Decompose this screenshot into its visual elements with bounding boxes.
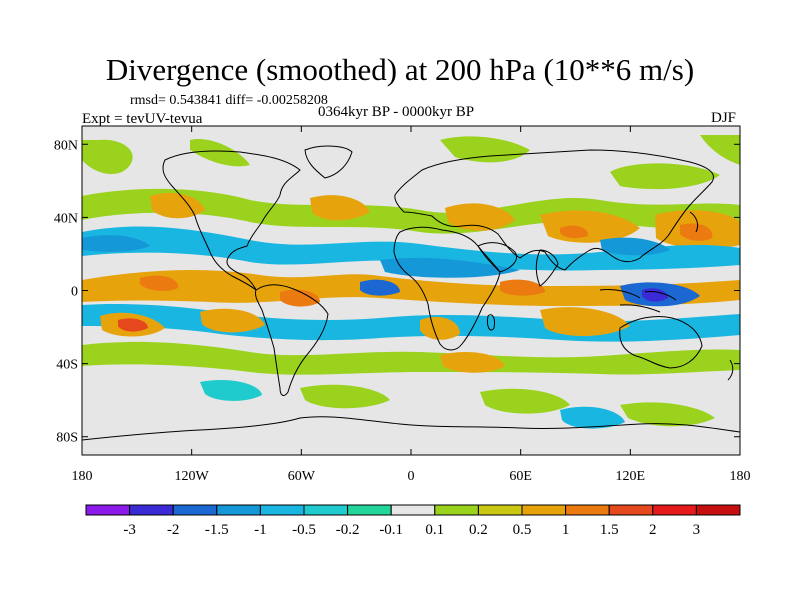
field-arctic-green-3 (440, 136, 530, 163)
coast-eurasia (394, 149, 714, 271)
coast-greenland (304, 145, 353, 179)
field-arctic-green-2 (190, 139, 250, 167)
field-equator-red-3 (140, 275, 179, 291)
field-nh-green-band (82, 188, 740, 234)
field-sh-orange-3 (540, 307, 630, 336)
coast-japan (689, 211, 699, 233)
coast-new-zealand (727, 359, 734, 381)
colorbar-label: -3 (123, 522, 136, 538)
lon-tick-label: 60W (288, 469, 316, 484)
coast-madagascar (487, 314, 495, 331)
colorbar-swatch (652, 504, 697, 516)
coast-india (535, 249, 559, 287)
lat-tick-label: 40N (54, 211, 78, 226)
field-equator-blue-1 (360, 279, 400, 296)
colorbar-label: -0.2 (336, 522, 360, 538)
field-nh-red-2 (560, 225, 589, 239)
colorbar-label: 1.5 (600, 522, 619, 538)
field-nh-orange-1 (150, 192, 205, 219)
colorbar-swatch (172, 504, 218, 516)
axis-ticks: 80N 40N 0 40S 80S 180 120W 60W 0 60E 120E 180 (54, 126, 751, 484)
page-title: Divergence (smoothed) at 200 hPa (10**6 … (105, 52, 695, 87)
colorbar-swatch (695, 504, 741, 516)
colorbar-swatch (216, 504, 261, 516)
field-so-green-3 (620, 402, 715, 427)
coast-indonesia (599, 289, 677, 313)
season-label: DJF (711, 110, 737, 126)
field-arctic-green-4 (610, 163, 720, 190)
lon-tick-label: 0 (408, 469, 415, 484)
lon-tick-label: 180 (72, 469, 93, 484)
colorbar-swatch (303, 504, 349, 516)
field-40s-orange (440, 352, 505, 373)
lat-tick-label: 80N (54, 138, 78, 153)
colorbar-label: 0.5 (513, 522, 532, 538)
field-sh-orange-2 (200, 308, 265, 333)
colorbar-swatch (85, 504, 131, 516)
lon-tick-label: 180 (730, 469, 751, 484)
field-so-green-1 (300, 384, 390, 409)
period-label: 0364kyr BP - 0000kyr BP (318, 104, 475, 120)
field-equator-red-2 (500, 279, 545, 296)
lat-tick-label: 80S (56, 431, 78, 446)
field-arctic-green (82, 139, 133, 175)
lat-tick-label: 40S (56, 358, 78, 373)
colorbar-label: 0.2 (469, 522, 488, 538)
colorbar-swatch (259, 504, 305, 516)
field-equator-orange (82, 269, 740, 306)
colorbar-swatch (565, 504, 610, 516)
coast-arabia (477, 242, 517, 273)
colorbar-label: 2 (649, 522, 657, 538)
lon-tick-label: 60E (509, 469, 532, 484)
coast-australia (619, 315, 703, 369)
colorbar-label: 1 (562, 522, 570, 538)
lon-tick-label: 120E (616, 469, 646, 484)
coastlines (82, 145, 740, 441)
colorbar-swatch (129, 504, 174, 516)
colorbar-swatch (347, 504, 392, 516)
field-equator-red-1 (280, 289, 320, 307)
field-nh-red-1 (680, 223, 713, 241)
coast-antarctica (82, 416, 740, 441)
statistics-line: rmsd= 0.543841 diff= -0.00258208 (130, 93, 328, 108)
field-nh-orange-2 (310, 195, 370, 221)
lon-tick-label: 120W (175, 469, 210, 484)
field-arctic-green-5 (700, 135, 740, 165)
coast-africa (393, 226, 501, 351)
field-subtropic-blue-2 (380, 257, 520, 278)
coast-north-america (162, 150, 301, 291)
colorbar-label: -1 (254, 522, 267, 538)
field-so-cyan-1 (560, 406, 625, 429)
colorbar-label: 3 (693, 522, 701, 538)
field-sh-red-1 (118, 318, 148, 332)
colorbar-swatch (477, 504, 523, 516)
colorbar-label: -1.5 (205, 522, 229, 538)
lat-tick-label: 0 (71, 285, 78, 300)
colorbar-swatch (608, 504, 654, 516)
field-40s-green (82, 341, 740, 375)
experiment-label: Expt = tevUV-tevua (82, 111, 203, 127)
coast-south-america (255, 284, 329, 396)
colorbar: -3 -2 -1.5 -1 -0.5 -0.2 -0.1 0.1 0.2 0.5 1 1.5 2 3 (85, 504, 741, 538)
field-subtropic-blue-1 (82, 235, 150, 252)
colorbar-swatch (390, 504, 436, 516)
colorbar-label: -0.1 (379, 522, 403, 538)
colorbar-label: 0.1 (425, 522, 444, 538)
colorbar-swatch (434, 504, 479, 516)
field-subtropic-blue-3 (600, 237, 670, 256)
field-so-green-2 (480, 388, 570, 414)
colorbar-label: -2 (167, 522, 180, 538)
colorbar-swatch (521, 504, 567, 516)
field-so-cyan-2 (200, 379, 262, 401)
field-sh-orange-4 (420, 316, 460, 340)
field-nh-orange-3 (445, 203, 515, 231)
colorbar-label: -0.5 (292, 522, 316, 538)
